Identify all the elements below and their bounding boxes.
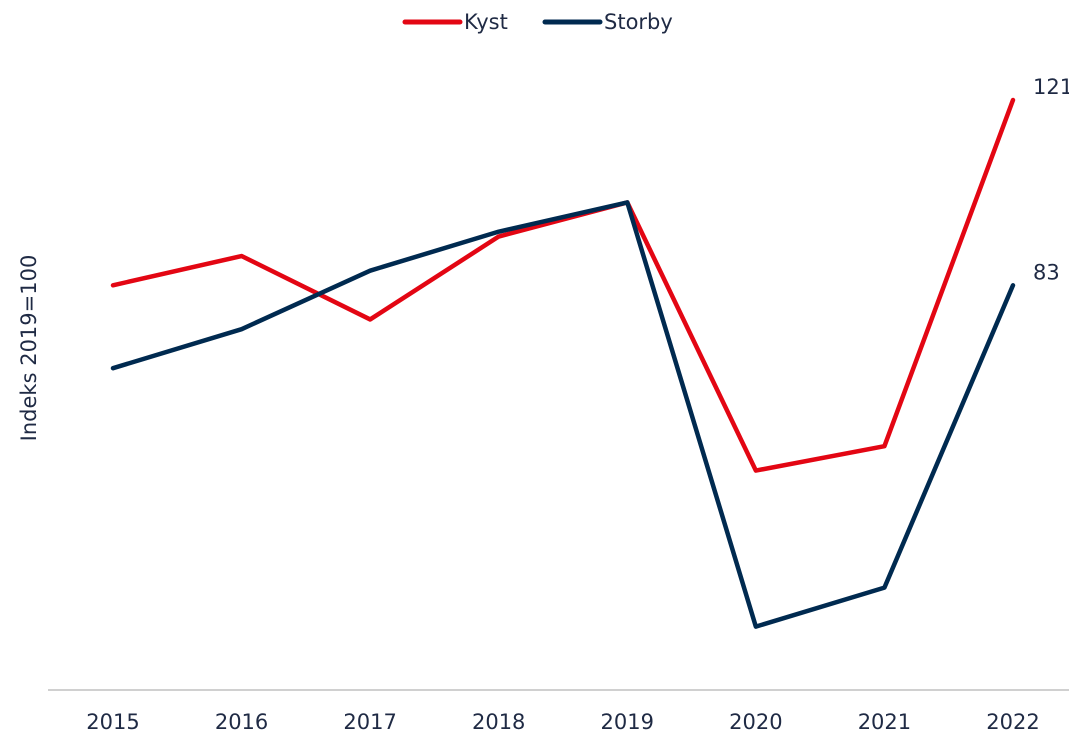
series-line — [110, 97, 1016, 473]
x-tick-label: 2020 — [729, 710, 782, 734]
x-tick-label: 2018 — [472, 710, 525, 734]
series-line — [110, 200, 1016, 629]
data-label: 83 — [1033, 260, 1060, 284]
legend-label: Storby — [604, 10, 673, 34]
x-tick-label: 2019 — [601, 710, 654, 734]
x-tick-label: 2021 — [858, 710, 911, 734]
legend-label: Kyst — [464, 10, 508, 34]
x-tick-label: 2017 — [343, 710, 396, 734]
x-tick-label: 2016 — [215, 710, 268, 734]
y-axis-label: Indeks 2019=100 — [17, 255, 41, 442]
x-tick-label: 2015 — [86, 710, 139, 734]
x-tick-label: 2022 — [986, 710, 1039, 734]
data-label: 121 — [1033, 75, 1069, 99]
